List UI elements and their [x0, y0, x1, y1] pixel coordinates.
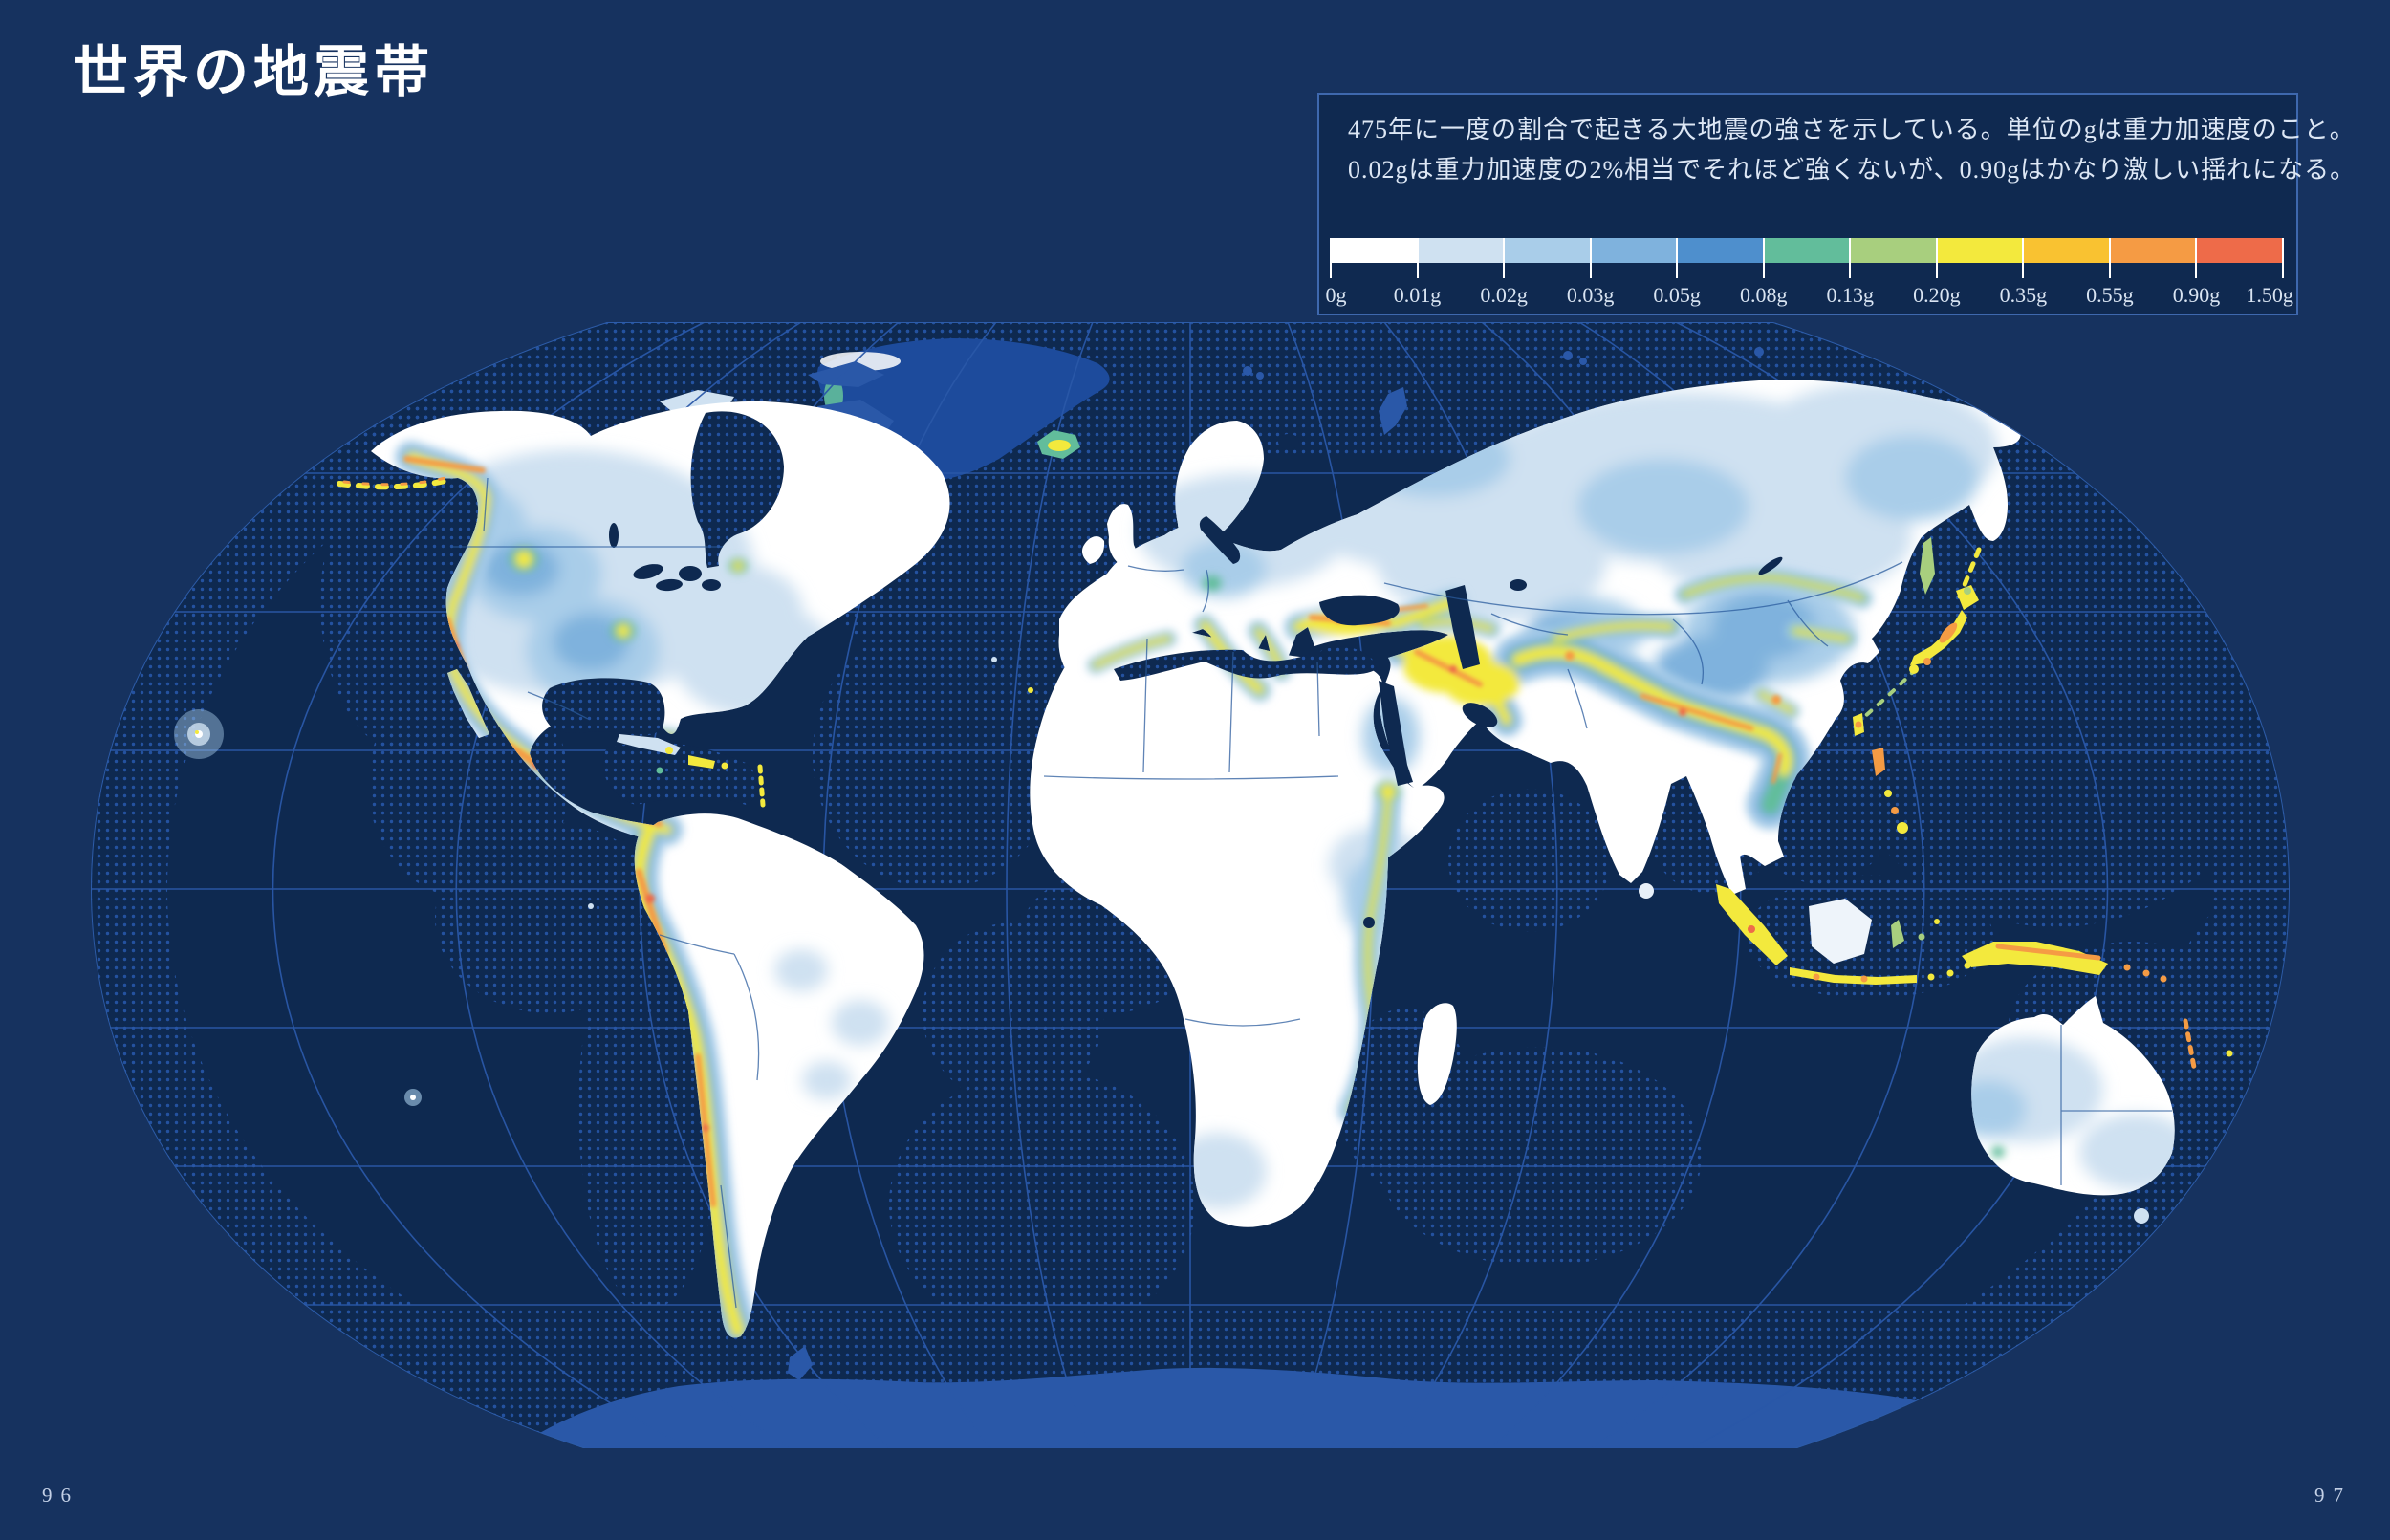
scale-segment — [1850, 238, 1937, 263]
inland-seas — [542, 411, 1783, 928]
color-scale: 0g 0.01g 0.02g 0.03g 0.05g 0.08g 0.13g 0.20g 0.3… — [1326, 238, 2293, 313]
legend-box: 475年に一度の割合で起きる大地震の強さを示している。単位のgは重力加速度のこと… — [1317, 93, 2357, 315]
scale-segment — [1504, 238, 1591, 263]
scale-segment — [2023, 238, 2110, 263]
scale-tick-label: 0.35g — [1999, 283, 2048, 307]
scale-tick — [1503, 238, 1506, 278]
scale-segment — [1417, 238, 1505, 263]
legend-description-line2: 0.02gは重力加速度の2%相当でそれほど強くないが、0.90gはかなり激しい揺… — [1348, 156, 2357, 184]
scale-tick — [1849, 238, 1852, 278]
scale-tick — [1676, 238, 1679, 278]
antarctica — [532, 1367, 2046, 1448]
scale-segment — [2109, 238, 2197, 263]
page-number-right: 97 — [2314, 1484, 2352, 1507]
scale-tick-label: 0.02g — [1480, 283, 1528, 307]
scale-tick — [1762, 238, 1765, 278]
legend-description-line1: 475年に一度の割合で起きる大地震の強さを示している。単位のgは重力加速度のこと… — [1348, 116, 2356, 143]
page-title: 世界の地震帯 — [73, 41, 435, 103]
scale-segment — [1331, 238, 1418, 263]
scale-segment — [1936, 238, 2024, 263]
scale-tick-label: 0g — [1325, 283, 1347, 307]
scale-tick — [2282, 238, 2284, 278]
scale-bar — [1331, 238, 2284, 263]
scale-tick-label: 0.90g — [2172, 283, 2221, 307]
scale-segment — [1590, 238, 1678, 263]
scale-tick-label: 0.20g — [1913, 283, 1961, 307]
scale-segment — [1763, 238, 1851, 263]
scale-tick-label: 0.03g — [1566, 283, 1615, 307]
scale-tick-label: 0.13g — [1826, 283, 1875, 307]
scale-tick — [1416, 238, 1419, 278]
scale-tick — [1330, 238, 1332, 278]
scale-segment — [2196, 238, 2284, 263]
scale-tick-label: 0.01g — [1393, 283, 1442, 307]
scale-tick-label: 0.05g — [1653, 283, 1701, 307]
scale-tick — [1935, 238, 1938, 278]
country-borders — [451, 477, 2172, 1309]
scale-tick-label: 0.08g — [1739, 283, 1788, 307]
scale-tick-label: 1.50g — [2246, 283, 2293, 307]
scale-tick-label: 0.55g — [2086, 283, 2134, 307]
continents — [371, 380, 2175, 1338]
scale-segment — [1677, 238, 1764, 263]
scale-tick — [2108, 238, 2111, 278]
scale-tick — [2022, 238, 2025, 278]
page-number-left: 96 — [42, 1484, 79, 1507]
scale-tick — [1589, 238, 1592, 278]
scale-tick — [2195, 238, 2198, 278]
